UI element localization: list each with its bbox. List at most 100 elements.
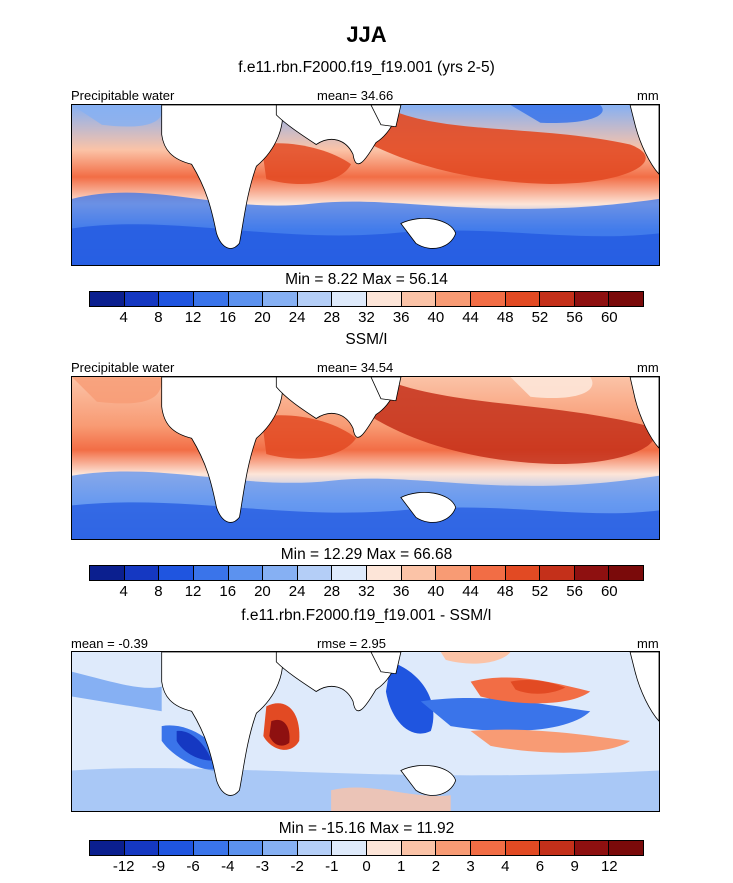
colorbar-swatch: [332, 292, 367, 306]
colorbar-swatch: [90, 841, 125, 855]
colorbar-swatch: [228, 841, 264, 855]
colorbar-tick-label: 32: [358, 309, 375, 326]
colorbar-swatch: [159, 566, 194, 580]
colorbar-tick-label: 60: [600, 309, 618, 326]
colorbar-swatch: [228, 292, 264, 306]
colorbar-tick-label: 36: [392, 583, 410, 600]
panel2-title: SSM/I: [345, 331, 388, 348]
figure-title: JJA: [346, 22, 387, 47]
colorbar-tick-label: 20: [254, 309, 271, 326]
colorbar-tick-label: 9: [570, 858, 579, 875]
colorbar-tick-label: 16: [219, 583, 237, 600]
colorbar-swatch: [401, 841, 437, 855]
colorbar-swatch: [159, 841, 194, 855]
colorbar-tick-label: 2: [431, 858, 441, 875]
panel2-minmax: Min = 12.29 Max = 66.68: [280, 546, 453, 563]
panel3-map: [71, 651, 660, 812]
colorbar-swatch: [574, 841, 610, 855]
colorbar-tick-label: 6: [535, 858, 545, 875]
colorbar-tick-label: 0: [362, 858, 371, 875]
panel3-field: [72, 652, 659, 811]
colorbar-swatch: [297, 292, 333, 306]
panel2-left-label: Precipitable water: [71, 360, 175, 375]
colorbar-swatch: [159, 292, 194, 306]
colorbar-tick-label: 28: [323, 583, 341, 600]
colorbar-swatch: [540, 566, 575, 580]
colorbar-swatch: [609, 841, 643, 855]
colorbar-swatch: [609, 292, 643, 306]
panel1-mean-label: mean= 34.66: [317, 88, 394, 103]
colorbar-tick-label: 4: [119, 309, 128, 326]
colorbar-2-ticks: 4 8 12 16 20 24 28 32 36 40 44 48 52 56 60: [89, 583, 644, 601]
colorbar-swatch: [470, 566, 506, 580]
panel2-map: [71, 376, 660, 540]
colorbar-tick-label: 40: [427, 309, 445, 326]
colorbar-tick-label: -1: [325, 858, 339, 875]
colorbar-tick-label: 28: [323, 309, 341, 326]
colorbar-swatch: [332, 841, 367, 855]
colorbar-tick-label: -12: [112, 858, 135, 875]
colorbar-tick-label: -2: [290, 858, 304, 875]
colorbar-tick-label: 56: [566, 309, 583, 326]
colorbar-swatch: [436, 566, 471, 580]
colorbar-3: [89, 840, 644, 856]
colorbar-swatch: [124, 292, 160, 306]
colorbar-swatch: [470, 292, 506, 306]
colorbar-swatch: [332, 566, 367, 580]
panel3-units-label: mm: [637, 636, 659, 651]
colorbar-swatch: [436, 841, 471, 855]
colorbar-2: [89, 565, 644, 581]
colorbar-swatch: [505, 841, 541, 855]
colorbar-tick-label: 24: [288, 583, 306, 600]
colorbar-swatch: [124, 841, 160, 855]
colorbar-swatch: [90, 292, 125, 306]
colorbar-tick-label: 48: [496, 583, 514, 600]
colorbar-swatch: [90, 566, 125, 580]
model-subtitle: f.e11.rbn.F2000.f19_f19.001 (yrs 2-5): [238, 59, 495, 76]
colorbar-swatch: [367, 566, 402, 580]
panel1-left-label: Precipitable water: [71, 88, 175, 103]
colorbar-tick-label: 8: [154, 309, 163, 326]
colorbar-tick-label: 60: [600, 583, 618, 600]
panel3-rmse-label: rmse = 2.95: [317, 636, 387, 651]
colorbar-1-ticks: 4 8 12 16 20 24 28 32 36 40 44 48 52 56 60: [89, 309, 644, 327]
colorbar-tick-label: 40: [427, 583, 445, 600]
colorbar-tick-label: 12: [184, 309, 202, 326]
panel2-units-label: mm: [637, 360, 659, 375]
colorbar-tick-label: 44: [462, 583, 479, 600]
panel2-mean-label: mean= 34.54: [317, 360, 394, 375]
colorbar-swatch: [470, 841, 506, 855]
colorbar-tick-label: 44: [462, 309, 479, 326]
colorbar-swatch: [263, 566, 298, 580]
colorbar-tick-label: -3: [255, 858, 270, 875]
colorbar-tick-label: 8: [154, 583, 163, 600]
colorbar-tick-label: 4: [119, 583, 128, 600]
colorbar-tick-label: 48: [496, 309, 514, 326]
colorbar-3-ticks: -12 -9 -6 -4 -3 -2 -1 0 1 2 3 4 6 9 12: [89, 858, 644, 876]
colorbar-tick-label: 12: [600, 858, 618, 875]
colorbar-swatch: [609, 566, 643, 580]
colorbar-swatch: [540, 841, 575, 855]
colorbar-swatch: [193, 566, 229, 580]
colorbar-tick-label: 20: [254, 583, 271, 600]
colorbar-1: [89, 291, 644, 307]
colorbar-swatch: [401, 566, 437, 580]
colorbar-swatch: [193, 292, 229, 306]
panel1-minmax: Min = 8.22 Max = 56.14: [285, 271, 448, 288]
colorbar-tick-label: 52: [531, 583, 549, 600]
panel3-mean-label: mean = -0.39: [71, 636, 148, 651]
colorbar-swatch: [574, 292, 610, 306]
panel3-title: f.e11.rbn.F2000.f19_f19.001 - SSM/I: [241, 607, 492, 624]
panel2-field: [72, 377, 659, 539]
colorbar-swatch: [263, 292, 298, 306]
colorbar-tick-label: 56: [566, 583, 583, 600]
colorbar-tick-label: 16: [219, 309, 237, 326]
colorbar-tick-label: 36: [392, 309, 410, 326]
colorbar-swatch: [540, 292, 575, 306]
colorbar-swatch: [297, 566, 333, 580]
colorbar-tick-label: 3: [466, 858, 475, 875]
colorbar-tick-label: 4: [501, 858, 510, 875]
colorbar-swatch: [505, 292, 541, 306]
colorbar-swatch: [436, 292, 471, 306]
colorbar-swatch: [574, 566, 610, 580]
